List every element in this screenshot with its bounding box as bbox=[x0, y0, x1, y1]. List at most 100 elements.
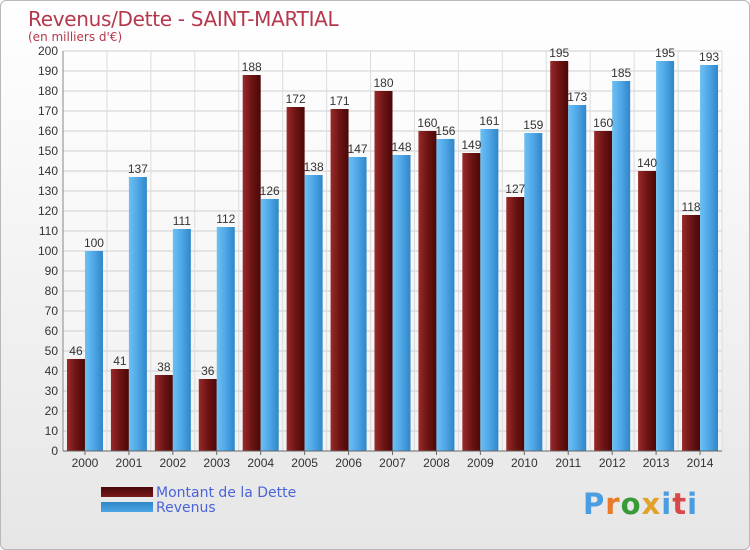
data-label-debt: 171 bbox=[330, 94, 350, 108]
y-tick-label: 110 bbox=[39, 224, 58, 238]
y-tick-label: 50 bbox=[45, 344, 59, 358]
data-label-revenus: 185 bbox=[611, 66, 631, 80]
data-label-revenus: 193 bbox=[699, 50, 719, 64]
y-tick-label: 0 bbox=[51, 444, 58, 458]
y-tick-label: 80 bbox=[45, 284, 59, 298]
bar-debt bbox=[66, 359, 85, 451]
data-label-debt: 46 bbox=[69, 344, 83, 358]
y-tick-label: 120 bbox=[38, 204, 58, 218]
logo-letter: i bbox=[687, 487, 699, 521]
data-label-revenus: 156 bbox=[435, 124, 455, 138]
bar-debt bbox=[594, 131, 613, 451]
y-tick-label: 70 bbox=[45, 304, 59, 318]
y-tick-label: 140 bbox=[38, 164, 58, 178]
x-tick-label: 2012 bbox=[599, 456, 626, 470]
y-tick-label: 40 bbox=[45, 364, 59, 378]
x-tick-label: 2000 bbox=[72, 456, 99, 470]
bar-debt bbox=[242, 75, 261, 451]
data-label-debt: 195 bbox=[549, 46, 569, 60]
legend-swatch-revenus bbox=[101, 502, 153, 512]
data-label-revenus: 148 bbox=[391, 140, 411, 154]
bar-revenus bbox=[84, 251, 103, 451]
data-label-debt: 149 bbox=[461, 138, 481, 152]
data-label-revenus: 161 bbox=[479, 114, 499, 128]
logo-letter: i bbox=[661, 487, 673, 521]
data-label-revenus: 100 bbox=[84, 236, 104, 250]
logo-letter: t bbox=[672, 487, 688, 521]
y-tick-label: 190 bbox=[38, 64, 58, 78]
x-tick-label: 2005 bbox=[291, 456, 318, 470]
y-tick-label: 180 bbox=[38, 84, 58, 98]
data-label-revenus: 159 bbox=[523, 118, 543, 132]
chart-title: Revenus/Dette - SAINT-MARTIAL bbox=[28, 7, 339, 31]
data-label-debt: 172 bbox=[286, 92, 306, 106]
data-label-revenus: 138 bbox=[304, 160, 324, 174]
data-label-debt: 38 bbox=[157, 360, 171, 374]
bar-debt bbox=[638, 171, 657, 451]
bar-debt bbox=[462, 153, 481, 451]
data-label-revenus: 112 bbox=[216, 212, 235, 226]
y-tick-label: 200 bbox=[38, 44, 58, 58]
bar-revenus bbox=[392, 155, 411, 451]
bar-debt bbox=[506, 197, 525, 451]
bar-revenus bbox=[216, 227, 235, 451]
bar-revenus bbox=[524, 133, 543, 451]
bar-debt bbox=[330, 109, 349, 451]
x-tick-label: 2014 bbox=[687, 456, 714, 470]
bar-debt bbox=[286, 107, 305, 451]
bar-revenus bbox=[480, 129, 499, 451]
bar-revenus bbox=[304, 175, 323, 451]
x-tick-label: 2007 bbox=[379, 456, 406, 470]
bar-debt bbox=[374, 91, 393, 451]
y-tick-label: 60 bbox=[45, 324, 59, 338]
legend-label-debt: Montant de la Dette bbox=[156, 485, 297, 501]
data-label-debt: 160 bbox=[593, 116, 613, 130]
bar-debt bbox=[682, 215, 701, 451]
bar-revenus bbox=[612, 81, 631, 451]
data-label-revenus: 137 bbox=[128, 162, 148, 176]
data-label-debt: 188 bbox=[242, 60, 262, 74]
bar-debt bbox=[198, 379, 217, 451]
logo-letter: x bbox=[641, 487, 662, 521]
x-tick-label: 2006 bbox=[335, 456, 362, 470]
bar-revenus bbox=[128, 177, 147, 451]
x-tick-label: 2004 bbox=[247, 456, 274, 470]
legend-swatch-debt bbox=[101, 487, 153, 497]
y-tick-label: 160 bbox=[38, 124, 58, 138]
data-label-debt: 36 bbox=[201, 364, 215, 378]
bar-revenus bbox=[656, 61, 675, 451]
bar-revenus bbox=[700, 65, 719, 451]
legend-label-revenus: Revenus bbox=[156, 500, 216, 516]
logo-letter: r bbox=[605, 487, 621, 521]
bar-debt bbox=[110, 369, 129, 451]
bar-debt bbox=[154, 375, 173, 451]
bar-revenus bbox=[436, 139, 455, 451]
x-tick-label: 2010 bbox=[511, 456, 538, 470]
data-label-debt: 118 bbox=[681, 200, 700, 214]
x-tick-label: 2011 bbox=[555, 456, 581, 470]
y-tick-label: 30 bbox=[45, 384, 59, 398]
bar-revenus bbox=[172, 229, 191, 451]
y-tick-label: 130 bbox=[38, 184, 58, 198]
y-tick-label: 150 bbox=[38, 144, 58, 158]
data-label-revenus: 173 bbox=[567, 90, 587, 104]
x-tick-label: 2013 bbox=[643, 456, 670, 470]
logo-letter: o bbox=[620, 487, 642, 521]
bar-revenus bbox=[260, 199, 279, 451]
data-label-revenus: 147 bbox=[348, 142, 368, 156]
y-tick-label: 20 bbox=[45, 404, 59, 418]
y-tick-label: 170 bbox=[38, 104, 58, 118]
x-tick-label: 2001 bbox=[116, 456, 143, 470]
y-tick-label: 100 bbox=[38, 244, 58, 258]
chart-subtitle: (en milliers d'€) bbox=[28, 30, 123, 44]
bar-debt bbox=[418, 131, 437, 451]
data-label-debt: 127 bbox=[505, 182, 525, 196]
y-tick-label: 10 bbox=[45, 424, 59, 438]
x-tick-label: 2009 bbox=[467, 456, 494, 470]
logo-letter: P bbox=[583, 487, 606, 521]
data-label-revenus: 111 bbox=[173, 214, 192, 228]
x-tick-label: 2002 bbox=[159, 456, 186, 470]
data-label-revenus: 195 bbox=[655, 46, 675, 60]
